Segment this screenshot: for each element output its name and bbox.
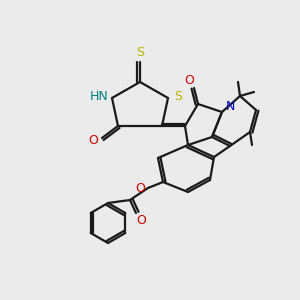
Text: N: N bbox=[225, 100, 235, 113]
Text: S: S bbox=[136, 46, 144, 59]
Text: O: O bbox=[184, 74, 194, 86]
Text: O: O bbox=[88, 134, 98, 146]
Text: O: O bbox=[135, 182, 145, 194]
Text: HN: HN bbox=[90, 89, 108, 103]
Text: O: O bbox=[136, 214, 146, 226]
Text: S: S bbox=[174, 89, 182, 103]
